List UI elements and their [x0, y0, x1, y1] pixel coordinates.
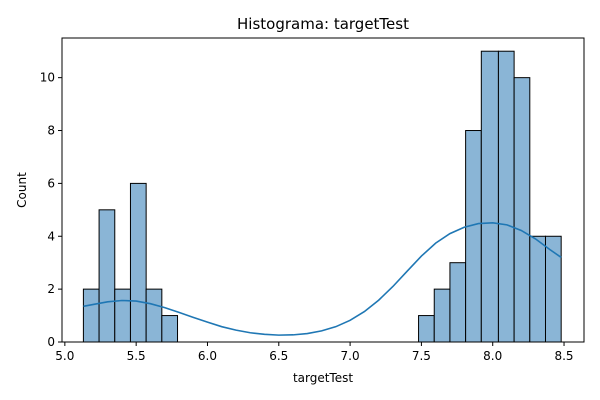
- y-tick-label: 4: [47, 229, 55, 243]
- x-tick-label: 5.0: [55, 349, 74, 363]
- histogram-bar: [418, 315, 435, 343]
- histogram-bar: [497, 50, 515, 343]
- histogram-bar: [82, 288, 100, 343]
- x-tick-label: 8.0: [483, 349, 502, 363]
- histogram-bar: [433, 288, 451, 343]
- x-tick-label: 6.5: [269, 349, 288, 363]
- histogram-bar: [480, 50, 499, 343]
- y-tick-label: 10: [40, 71, 55, 85]
- histogram-bar: [465, 130, 482, 343]
- x-tick-label: 5.5: [127, 349, 146, 363]
- plot-frame: [61, 37, 585, 343]
- histogram-bar: [529, 235, 546, 343]
- x-axis-ticks: 5.0 5.5 6.0 6.5 7.0 7.5 8.0 8.5: [55, 342, 574, 363]
- x-axis-label: targetTest: [293, 371, 353, 385]
- histogram-bar: [129, 182, 147, 343]
- histogram-bar: [161, 315, 179, 343]
- histogram-bar: [98, 209, 116, 343]
- y-tick-label: 6: [47, 176, 55, 190]
- histogram-bar: [449, 262, 467, 343]
- histogram-bar: [145, 288, 163, 343]
- x-tick-label: 7.0: [341, 349, 360, 363]
- chart-title: Histograma: targetTest: [237, 15, 409, 33]
- y-tick-label: 0: [47, 335, 55, 349]
- x-tick-label: 7.5: [412, 349, 431, 363]
- y-axis-label: Count: [15, 172, 29, 208]
- bars-layer: [82, 50, 562, 343]
- y-tick-label: 2: [47, 282, 55, 296]
- histogram-bar: [114, 288, 131, 343]
- histogram-bar: [513, 77, 531, 343]
- x-tick-label: 8.5: [554, 349, 573, 363]
- y-tick-label: 8: [47, 124, 55, 138]
- x-tick-label: 6.0: [198, 349, 217, 363]
- kde-curve: [83, 221, 562, 336]
- y-axis-ticks: 0 2 4 6 8 10: [40, 71, 62, 349]
